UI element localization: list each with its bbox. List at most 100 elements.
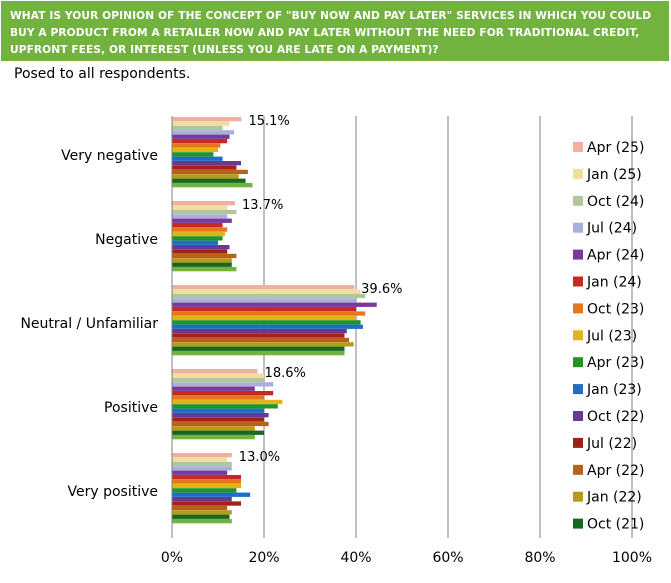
bar bbox=[172, 510, 232, 515]
bar bbox=[172, 417, 264, 422]
legend-label: Jan (25) bbox=[586, 167, 642, 183]
bar bbox=[172, 134, 230, 139]
bar bbox=[172, 497, 232, 502]
bar bbox=[172, 285, 355, 290]
legend-swatch bbox=[573, 330, 583, 341]
bar bbox=[172, 479, 241, 484]
bar bbox=[172, 475, 241, 480]
x-tick-label: 100% bbox=[612, 550, 652, 566]
bar bbox=[172, 205, 228, 210]
bar bbox=[172, 337, 350, 343]
bar bbox=[172, 501, 241, 506]
bar bbox=[172, 223, 223, 228]
question-banner: WHAT IS YOUR OPINION OF THE CONCEPT OF "… bbox=[1, 1, 669, 61]
legend-swatch bbox=[573, 222, 583, 233]
data-label: 13.7% bbox=[242, 198, 283, 213]
category-label: Neutral / Unfamiliar bbox=[20, 316, 158, 332]
bar bbox=[172, 147, 218, 153]
bar bbox=[172, 519, 232, 524]
bar bbox=[172, 183, 253, 188]
bar bbox=[172, 315, 356, 321]
bar bbox=[172, 453, 232, 458]
legend-label: Apr (24) bbox=[587, 248, 644, 264]
x-tick-label: 80% bbox=[524, 550, 555, 566]
bar bbox=[172, 470, 228, 475]
bar bbox=[172, 320, 361, 325]
legend-swatch bbox=[573, 195, 583, 206]
bar bbox=[172, 324, 363, 329]
legend-label: Oct (23) bbox=[587, 301, 644, 317]
bar bbox=[172, 461, 232, 467]
bar bbox=[172, 492, 251, 497]
bar bbox=[172, 408, 264, 413]
legend-label: Apr (23) bbox=[587, 355, 644, 371]
bar bbox=[172, 413, 269, 418]
bar bbox=[172, 209, 237, 215]
legend-label: Jan (23) bbox=[586, 382, 642, 398]
bar bbox=[172, 466, 232, 471]
bar bbox=[172, 395, 264, 400]
bar bbox=[172, 351, 345, 356]
legend-label: Jul (24) bbox=[586, 221, 637, 237]
legend-swatch bbox=[573, 303, 583, 314]
bar bbox=[172, 346, 345, 351]
legend-label: Jan (22) bbox=[586, 490, 642, 506]
bar bbox=[172, 382, 274, 387]
category-label: Positive bbox=[104, 400, 158, 416]
legend-label: Jul (22) bbox=[586, 436, 637, 452]
bar bbox=[172, 161, 241, 166]
x-tick-label: 40% bbox=[340, 550, 371, 566]
bar bbox=[172, 262, 232, 267]
bar bbox=[172, 342, 354, 347]
x-tick-label: 0% bbox=[161, 550, 183, 566]
legend-swatch bbox=[573, 491, 583, 502]
data-label: 13.0% bbox=[239, 450, 280, 465]
bar bbox=[172, 253, 237, 259]
bar bbox=[172, 373, 264, 378]
bar bbox=[172, 298, 356, 303]
legend-label: Oct (22) bbox=[587, 409, 644, 425]
legend-label: Oct (24) bbox=[587, 194, 644, 210]
legend-swatch bbox=[573, 464, 583, 475]
legend-swatch bbox=[573, 249, 583, 260]
legend-label: Jan (24) bbox=[586, 275, 642, 291]
bar bbox=[172, 377, 264, 383]
category-label: Very negative bbox=[61, 148, 158, 164]
bar bbox=[172, 404, 278, 409]
bar bbox=[172, 369, 258, 374]
bar bbox=[172, 435, 255, 440]
bar bbox=[172, 267, 237, 272]
bar bbox=[172, 302, 377, 307]
bar bbox=[172, 258, 232, 263]
bar bbox=[172, 505, 228, 511]
bar bbox=[172, 174, 239, 179]
legend-swatch bbox=[573, 276, 583, 287]
legend-label: Jul (23) bbox=[586, 328, 637, 344]
category-label: Negative bbox=[95, 232, 158, 248]
bar bbox=[172, 249, 228, 254]
bar bbox=[172, 214, 228, 219]
bar bbox=[172, 293, 366, 299]
bar bbox=[172, 333, 345, 338]
bar bbox=[172, 289, 361, 294]
bar bbox=[172, 117, 242, 122]
bar bbox=[172, 227, 228, 232]
bar bbox=[172, 421, 269, 427]
bar bbox=[172, 240, 218, 245]
bar bbox=[172, 152, 214, 157]
bar bbox=[172, 201, 236, 206]
bar bbox=[172, 386, 255, 391]
bar bbox=[172, 125, 223, 131]
bar bbox=[172, 245, 230, 250]
legend-swatch bbox=[573, 357, 583, 368]
data-label: 15.1% bbox=[248, 114, 289, 129]
x-tick-label: 20% bbox=[248, 550, 279, 566]
legend-swatch bbox=[573, 384, 583, 395]
bar bbox=[172, 143, 221, 148]
bar bbox=[172, 514, 230, 519]
bar bbox=[172, 399, 283, 405]
legend-label: Apr (25) bbox=[587, 140, 644, 156]
x-tick-label: 60% bbox=[432, 550, 463, 566]
legend-swatch bbox=[573, 518, 583, 529]
